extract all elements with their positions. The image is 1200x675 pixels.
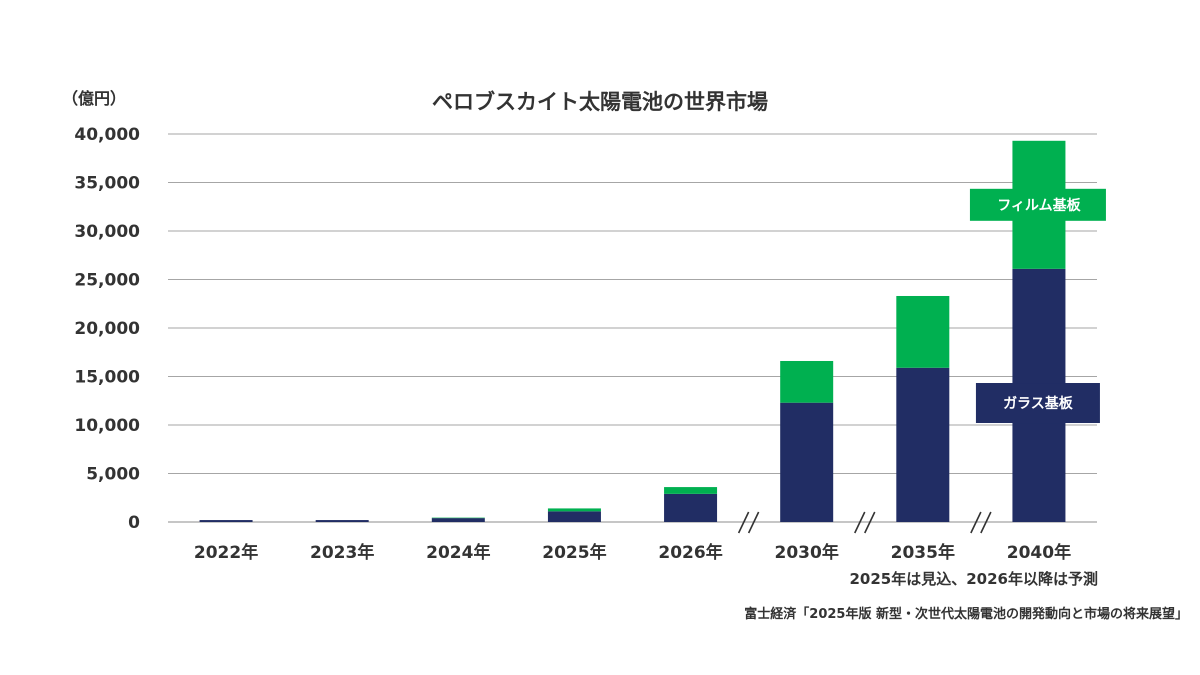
axis-break-mark	[970, 511, 992, 534]
bars	[199, 140, 1066, 522]
bar-segment-film	[547, 508, 601, 512]
x-tick-label: 2024年	[426, 542, 490, 563]
bar-segment-glass	[664, 493, 718, 522]
x-axis-ticks: 2022年 2023年 2024年 2025年 2026年 2030年 2035年 2040年	[194, 542, 1071, 563]
y-tick-label: 0	[128, 513, 140, 533]
y-tick-label: 20,000	[74, 319, 140, 339]
x-tick-label: 2030年	[775, 542, 839, 563]
film-series-label: フィルム基板	[997, 197, 1081, 214]
bar-segment-glass	[780, 402, 834, 522]
axis-break-mark	[737, 511, 760, 534]
glass-series-label: ガラス基板	[1003, 395, 1074, 412]
y-axis-ticks: 0 5,000 10,000 15,000 20,000 25,000 30,000 35,0…	[74, 125, 140, 533]
bar-segment-film	[780, 360, 834, 403]
bar-segment-glass	[315, 520, 369, 522]
x-tick-label: 2023年	[310, 542, 374, 563]
x-tick-label: 2040年	[1007, 542, 1071, 563]
gridlines	[168, 133, 1097, 523]
axis-break-mark	[854, 511, 876, 534]
y-tick-label: 10,000	[74, 416, 140, 436]
forecast-note: 2025年は見込、2026年以降は予測	[850, 570, 1099, 588]
bar-segment-film	[896, 295, 950, 368]
glass-label-box	[975, 383, 1100, 424]
y-tick-label: 35,000	[74, 174, 140, 194]
x-tick-label: 2022年	[194, 542, 258, 563]
y-tick-label: 25,000	[74, 271, 140, 291]
y-tick-label: 5,000	[86, 465, 140, 485]
bar-segment-glass	[199, 520, 253, 522]
bar-segment-glass	[547, 511, 601, 522]
axis-breaks	[737, 511, 992, 534]
source-citation: 富士経済「2025年版 新型・次世代太陽電池の開発動向と市場の将来展望」	[744, 606, 1188, 622]
y-tick-label: 30,000	[74, 222, 140, 242]
chart-title: ペロブスカイト太陽電池の世界市場	[432, 90, 768, 114]
x-tick-label: 2035年	[891, 542, 955, 563]
bar-segment-glass	[896, 367, 950, 522]
y-axis-unit: （億円）	[62, 89, 126, 108]
film-label-box	[969, 188, 1106, 221]
y-tick-label: 15,000	[74, 368, 140, 388]
y-tick-label: 40,000	[74, 125, 140, 145]
x-tick-label: 2026年	[658, 542, 722, 563]
bar-segment-film	[664, 487, 718, 494]
x-tick-label: 2025年	[542, 542, 606, 563]
bar-segment-glass	[431, 518, 485, 522]
